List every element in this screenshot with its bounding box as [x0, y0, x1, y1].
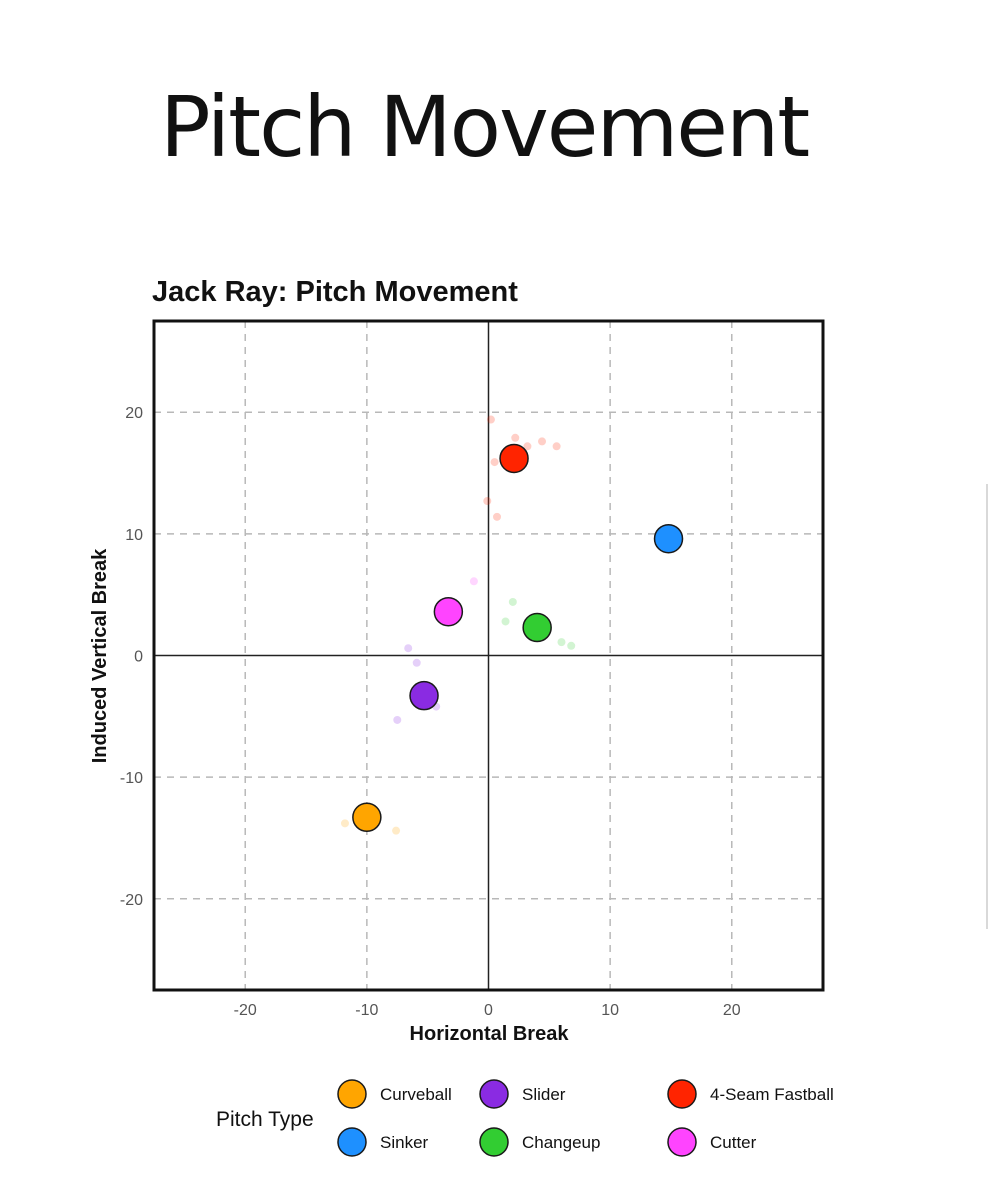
slider-pitch-point — [412, 658, 421, 667]
4-seam-fastball-pitch-point — [552, 442, 561, 451]
tick-labels: -20 -10 0 10 20 -20 -10 0 10 20 — [120, 405, 741, 1019]
pitch-means — [352, 443, 684, 833]
sinker-mean-point — [653, 523, 684, 554]
changeup-mean-point — [522, 612, 552, 643]
changeup-pitch-point — [557, 638, 566, 647]
4-seam-fastball-pitch-point — [493, 512, 502, 521]
slider-pitch-point — [393, 715, 402, 724]
slider-pitch-point — [404, 644, 413, 653]
legend: Pitch Type Curveball Sinker Slider Changeup… — [216, 1079, 834, 1157]
cutter-pitch-point — [469, 577, 478, 586]
4-seam-fastball-pitch-point — [483, 497, 492, 506]
4-seam-fastball-pitch-point — [538, 437, 547, 446]
legend-swatch-4-seam-fastball — [667, 1079, 697, 1109]
legend-swatch-cutter — [667, 1127, 697, 1157]
page-title: Pitch Movement — [160, 78, 810, 176]
4-seam-fastball-mean-point — [499, 443, 529, 474]
x-axis-label: Horizontal Break — [410, 1023, 570, 1045]
4-seam-fastball-pitch-point — [511, 433, 520, 442]
x-tick-label: -10 — [355, 1002, 378, 1019]
4-seam-fastball-pitch-point — [486, 415, 495, 424]
slider-mean-point — [409, 680, 439, 711]
legend-swatch-sinker — [337, 1127, 367, 1157]
edge-divider — [986, 484, 988, 929]
legend-label-sinker: Sinker — [380, 1133, 429, 1152]
y-axis-label: Induced Vertical Break — [89, 548, 111, 763]
legend-title: Pitch Type — [216, 1108, 314, 1131]
y-tick-label: -10 — [120, 770, 143, 787]
chart-title: Jack Ray: Pitch Movement — [152, 276, 518, 308]
curveball-pitch-point — [340, 819, 349, 828]
changeup-pitch-point — [567, 641, 576, 650]
x-tick-label: 0 — [484, 1002, 493, 1019]
zero-lines — [154, 321, 823, 990]
plot-frame — [152, 319, 825, 992]
legend-label-changeup: Changeup — [522, 1133, 600, 1152]
legend-label-4-seam-fastball: 4-Seam Fastball — [710, 1085, 834, 1104]
y-tick-label: 20 — [125, 405, 143, 422]
y-tick-label: 0 — [134, 649, 143, 666]
legend-swatch-changeup — [479, 1127, 509, 1157]
legend-swatch-slider — [479, 1079, 509, 1109]
changeup-pitch-point — [508, 597, 517, 606]
legend-label-curveball: Curveball — [380, 1085, 452, 1104]
changeup-pitch-point — [501, 617, 510, 626]
y-tick-label: -20 — [120, 892, 143, 909]
4-seam-fastball-pitch-point — [523, 442, 532, 451]
4-seam-fastball-pitch-point — [490, 458, 499, 467]
cutter-mean-point — [433, 596, 464, 627]
y-tick-label: 10 — [125, 527, 143, 544]
legend-label-cutter: Cutter — [710, 1133, 757, 1152]
x-tick-label: 10 — [601, 1002, 619, 1019]
legend-swatch-curveball — [337, 1079, 367, 1109]
curveball-pitch-point — [392, 826, 401, 835]
curveball-mean-point — [352, 802, 382, 833]
x-tick-label: 20 — [723, 1002, 741, 1019]
legend-label-slider: Slider — [522, 1085, 566, 1104]
x-tick-label: -20 — [234, 1002, 257, 1019]
